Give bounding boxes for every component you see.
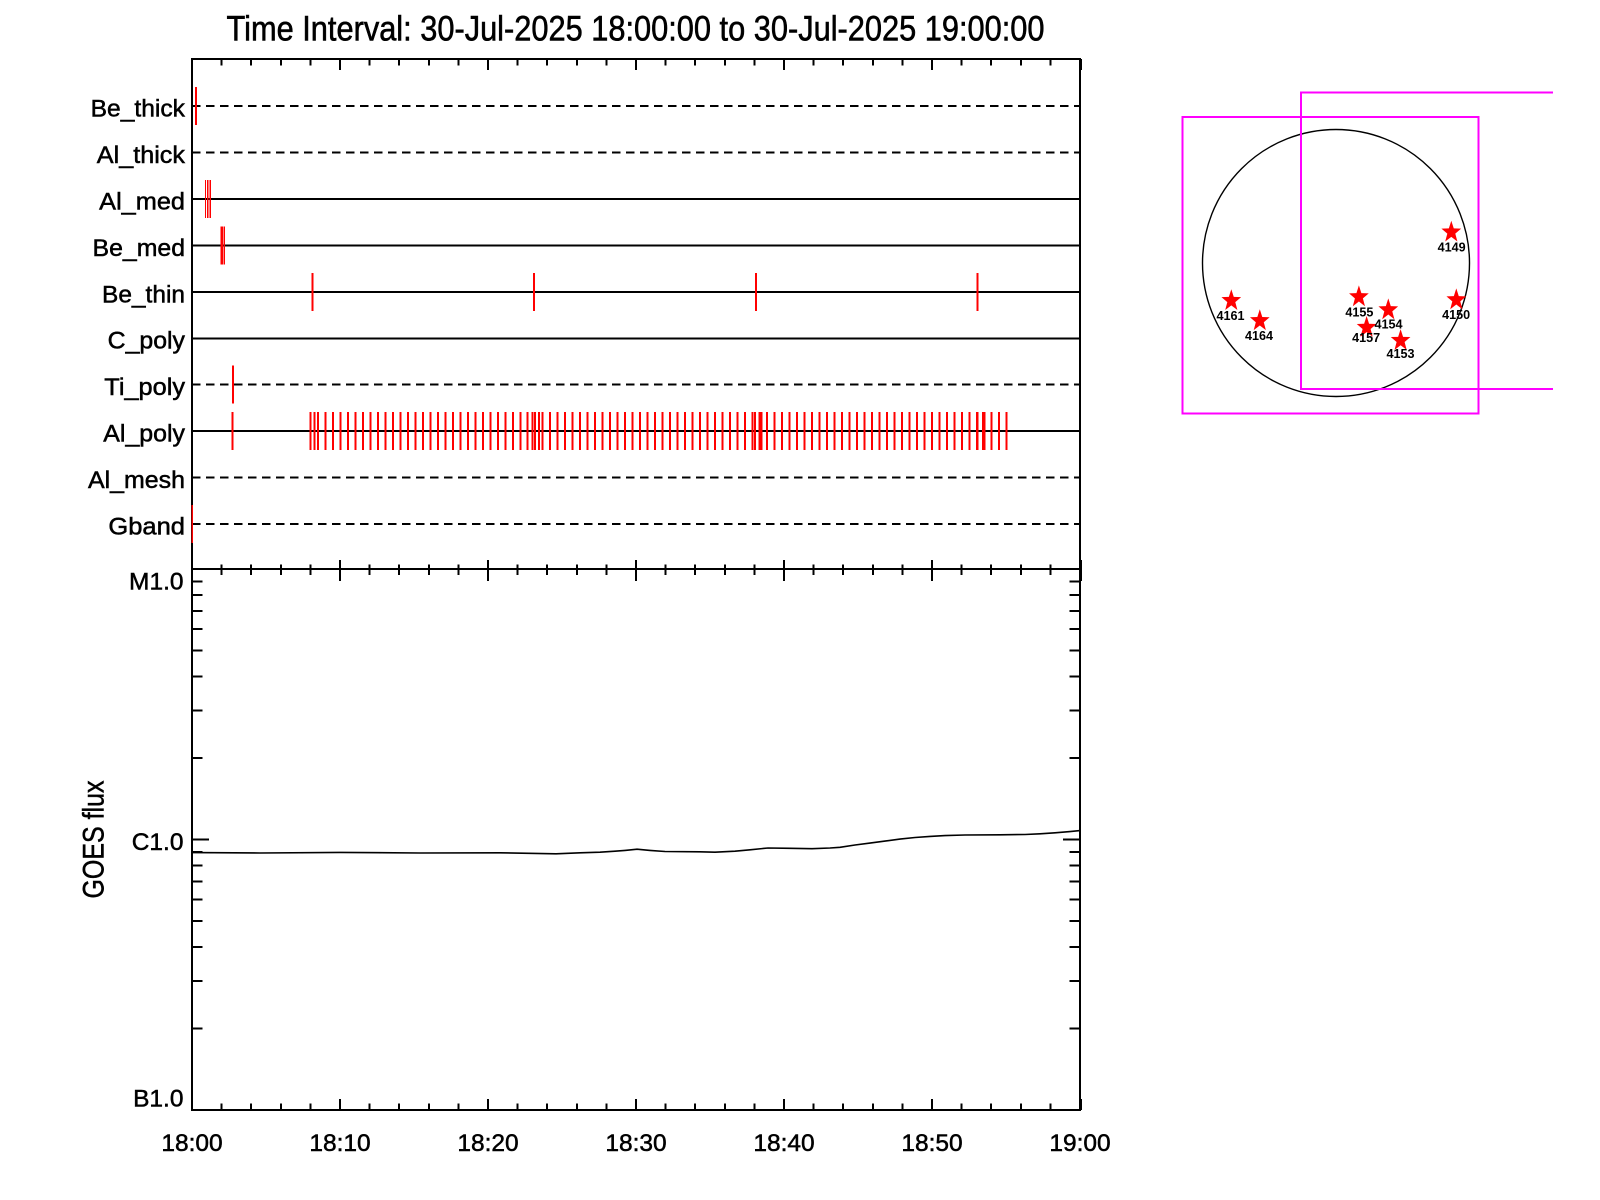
svg-text:Ti_poly: Ti_poly [104,374,185,401]
svg-text:GOES flux: GOES flux [77,780,110,898]
svg-text:4149: 4149 [1438,240,1466,254]
svg-text:M1.0: M1.0 [129,568,183,595]
svg-text:4153: 4153 [1386,347,1414,361]
svg-text:Be_med: Be_med [93,235,186,262]
svg-text:C1.0: C1.0 [132,829,184,856]
svg-text:19:00: 19:00 [1049,1130,1110,1157]
svg-text:Time Interval: 30-Jul-2025 18:: Time Interval: 30-Jul-2025 18:00:00 to 3… [227,9,1045,49]
svg-text:Al_thick: Al_thick [97,142,186,169]
svg-text:Be_thin: Be_thin [102,281,185,308]
svg-text:18:20: 18:20 [457,1130,518,1157]
svg-text:4157: 4157 [1352,331,1380,345]
svg-text:18:40: 18:40 [753,1130,814,1157]
svg-text:4150: 4150 [1442,308,1470,322]
svg-text:18:10: 18:10 [309,1130,370,1157]
svg-text:4161: 4161 [1216,309,1244,323]
svg-text:18:30: 18:30 [605,1130,666,1157]
svg-text:Be_thick: Be_thick [91,96,186,123]
svg-text:C_poly: C_poly [108,328,185,355]
svg-text:B1.0: B1.0 [133,1086,183,1113]
svg-text:Al_med: Al_med [99,188,185,215]
svg-text:Al_mesh: Al_mesh [88,467,185,494]
svg-text:4154: 4154 [1374,318,1402,332]
svg-text:Al_poly: Al_poly [103,421,185,448]
svg-text:18:50: 18:50 [901,1130,962,1157]
svg-text:4164: 4164 [1245,329,1273,343]
svg-text:Gband: Gband [108,513,185,540]
svg-text:18:00: 18:00 [161,1130,222,1157]
svg-text:4155: 4155 [1345,305,1373,319]
